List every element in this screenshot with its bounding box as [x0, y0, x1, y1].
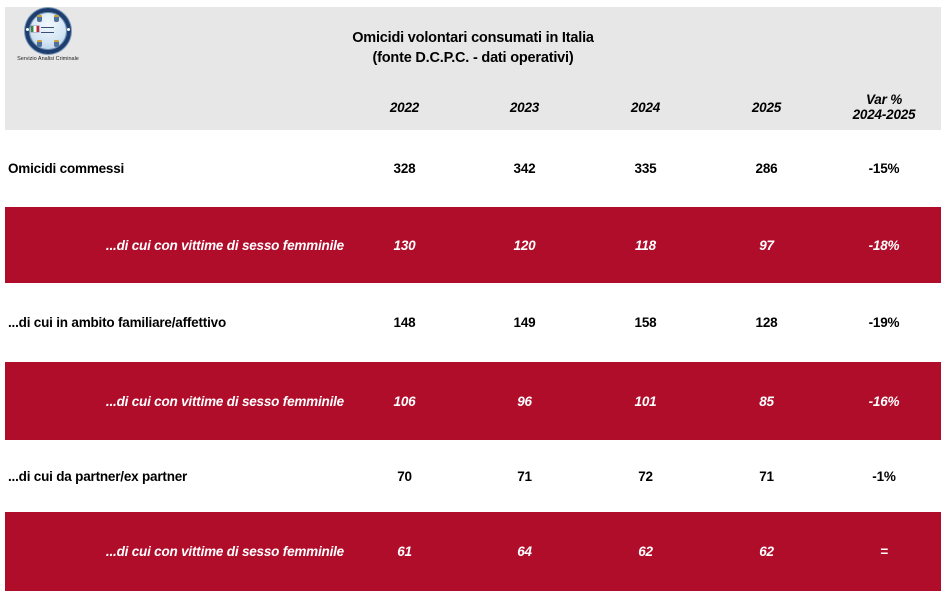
cell-2023: 120: [513, 237, 536, 253]
title-line-1: Omicidi volontari consumati in Italia: [352, 30, 594, 46]
servizio-analisi-criminale-emblem-icon: [25, 8, 71, 54]
var-header-line-2: 2024-2025: [852, 107, 916, 123]
cell-var: -19%: [868, 315, 900, 330]
table-header: Servizio Analisi Criminale Omicidi volon…: [5, 7, 941, 130]
cell-var: =: [880, 544, 888, 559]
row-label: ...di cui con vittime di sesso femminile: [105, 544, 344, 559]
logo-caption: Servizio Analisi Criminale: [17, 56, 79, 62]
cell-2023: 342: [513, 161, 536, 176]
cell-2024: 72: [638, 468, 653, 484]
logo: Servizio Analisi Criminale: [11, 8, 85, 62]
cell-2023: 149: [513, 315, 536, 330]
cell-2023: 71: [517, 468, 532, 484]
table-row: ...di cui in ambito familiare/affettivo …: [5, 283, 941, 362]
emblem-text-lines: [41, 27, 54, 33]
ring-dot-icon: [26, 28, 29, 31]
table-row-highlight: ...di cui con vittime di sesso femminile…: [5, 362, 941, 440]
cell-2025: 286: [755, 161, 778, 176]
column-header-2023: 2023: [509, 99, 540, 115]
column-header-2022: 2022: [389, 99, 420, 115]
cell-var: -18%: [868, 237, 900, 253]
page-title: Omicidi volontari consumati in Italia (f…: [5, 7, 941, 69]
cell-2022: 70: [397, 468, 412, 484]
italian-flag-icon: [31, 26, 39, 32]
row-label: ...di cui in ambito familiare/affettivo: [8, 315, 226, 330]
row-label: ...di cui da partner/ex partner: [8, 468, 188, 484]
cell-2023: 64: [517, 544, 532, 559]
cell-2022: 61: [397, 544, 412, 559]
cell-var: -15%: [868, 161, 900, 176]
crest-icon: [37, 15, 42, 22]
crest-icon: [54, 15, 59, 22]
table-row: Omicidi commessi 328 342 335 286 -15%: [5, 130, 941, 207]
cell-var: -16%: [868, 393, 900, 409]
table-row-highlight: ...di cui con vittime di sesso femminile…: [5, 512, 941, 591]
cell-2025: 62: [759, 544, 774, 559]
cell-2024: 158: [634, 315, 657, 330]
ring-dot-icon: [67, 28, 70, 31]
row-label: Omicidi commessi: [8, 161, 125, 176]
row-label: ...di cui con vittime di sesso femminile: [105, 393, 344, 409]
table-row: ...di cui da partner/ex partner 70 71 72…: [5, 440, 941, 512]
title-line-2: (fonte D.C.P.C. - dati operativi): [372, 50, 574, 67]
cell-2024: 101: [634, 393, 657, 409]
table-row-highlight: ...di cui con vittime di sesso femminile…: [5, 207, 941, 283]
crest-icon: [54, 40, 59, 47]
var-header-line-1: Var %: [865, 91, 903, 107]
column-header-row: 2022 2023 2024 2025 Var % 2024-2025: [5, 92, 941, 123]
cell-2024: 62: [638, 544, 653, 559]
cell-2022: 148: [393, 315, 416, 330]
cell-2025: 85: [759, 393, 774, 409]
cell-2023: 96: [517, 393, 532, 409]
cell-2025: 71: [759, 468, 774, 484]
homicide-report-table: Servizio Analisi Criminale Omicidi volon…: [5, 7, 941, 591]
cell-2022: 328: [393, 161, 416, 176]
cell-2024: 118: [635, 237, 656, 253]
cell-2022: 106: [393, 393, 416, 409]
row-label: ...di cui con vittime di sesso femminile: [105, 237, 344, 253]
column-header-var: Var % 2024-2025: [827, 92, 941, 123]
cell-2025: 97: [759, 237, 774, 253]
column-header-2025: 2025: [751, 99, 782, 115]
cell-var: -1%: [872, 468, 896, 484]
cell-2022: 130: [393, 237, 416, 253]
cell-2025: 128: [755, 315, 778, 330]
column-header-2024: 2024: [630, 99, 661, 115]
crest-icon: [37, 40, 42, 47]
cell-2024: 335: [634, 161, 657, 176]
